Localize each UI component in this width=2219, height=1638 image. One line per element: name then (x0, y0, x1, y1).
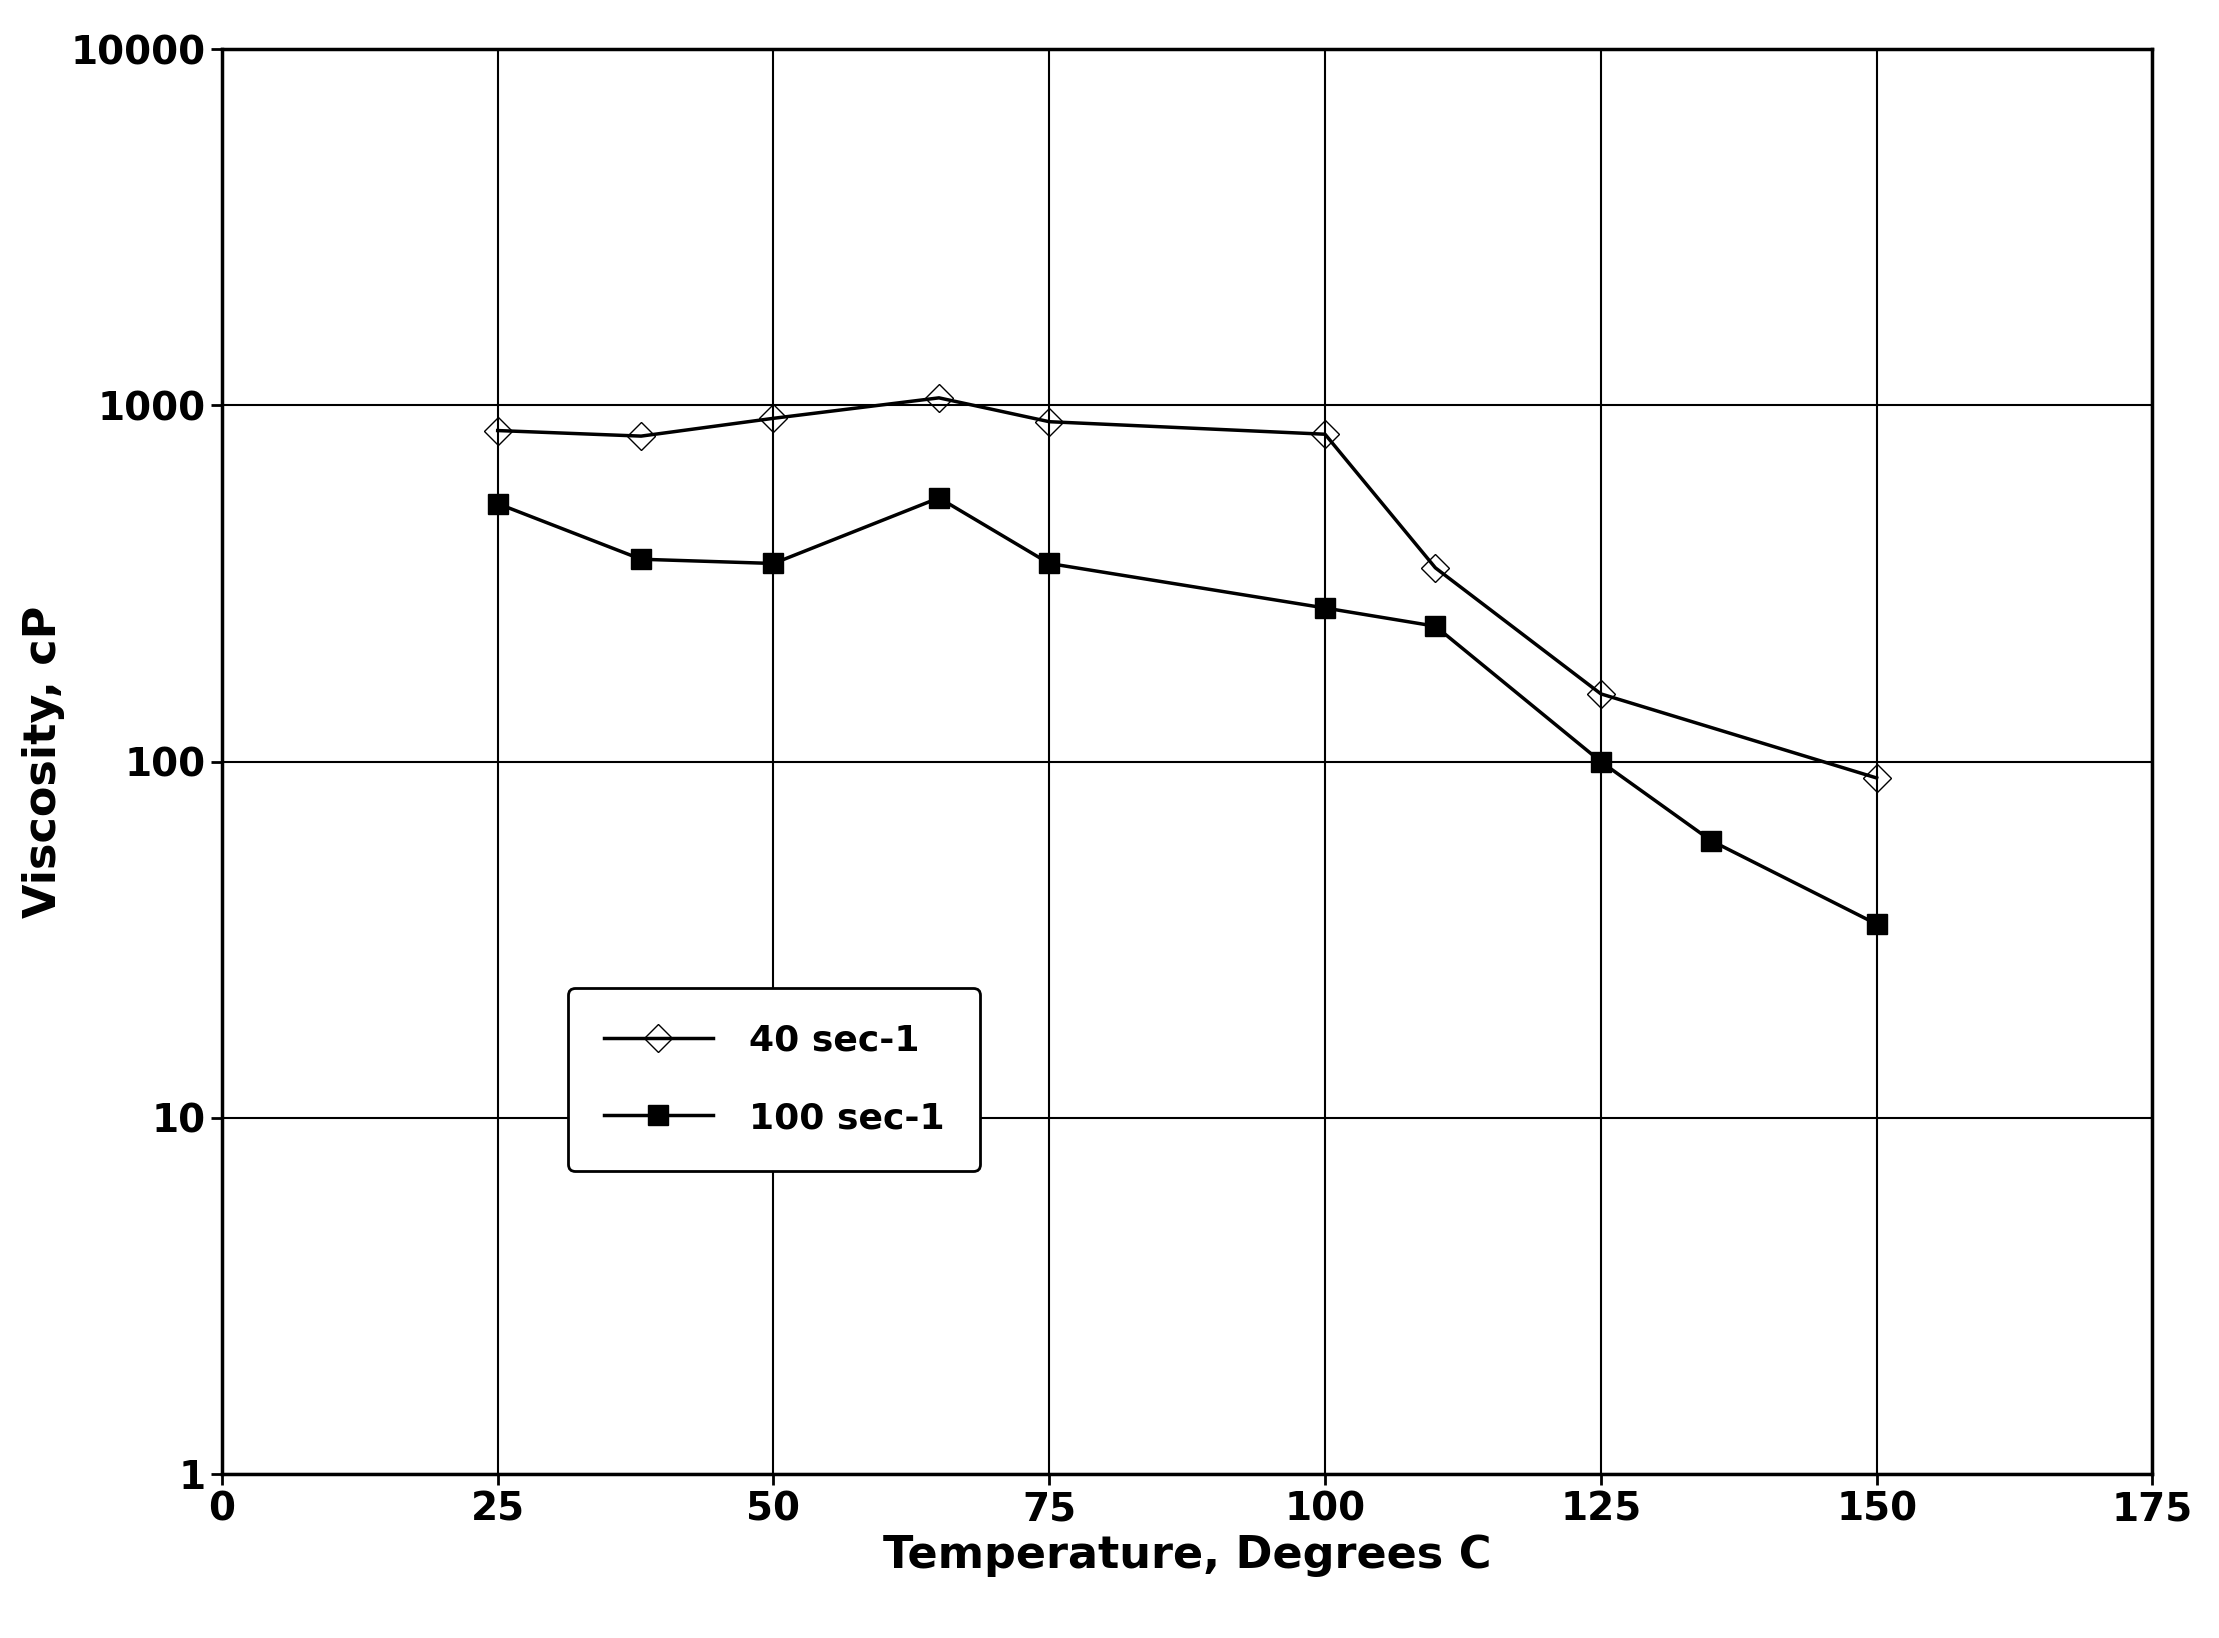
100 sec-1 (761, 554, 788, 573)
40 sec-1 (1311, 424, 1338, 444)
40 sec-1 (1036, 411, 1063, 431)
40 sec-1 (1864, 768, 1891, 788)
100 sec-1 (628, 549, 655, 568)
100 sec-1 (925, 488, 952, 508)
100 sec-1 (1422, 616, 1449, 636)
Line: 40 sec-1: 40 sec-1 (488, 388, 1886, 788)
100 sec-1 (484, 493, 510, 513)
40 sec-1 (1587, 685, 1613, 704)
40 sec-1 (761, 408, 788, 428)
100 sec-1 (1587, 752, 1613, 771)
100 sec-1 (1311, 598, 1338, 618)
Y-axis label: Viscosity, cP: Viscosity, cP (22, 606, 64, 917)
100 sec-1 (1698, 830, 1724, 850)
Line: 100 sec-1: 100 sec-1 (488, 488, 1886, 934)
100 sec-1 (1864, 914, 1891, 934)
100 sec-1 (1036, 554, 1063, 573)
40 sec-1 (1422, 559, 1449, 578)
X-axis label: Temperature, Degrees C: Temperature, Degrees C (883, 1533, 1491, 1577)
Legend: 40 sec-1, 100 sec-1: 40 sec-1, 100 sec-1 (568, 988, 981, 1171)
40 sec-1 (628, 426, 655, 446)
40 sec-1 (484, 421, 510, 441)
40 sec-1 (925, 388, 952, 408)
